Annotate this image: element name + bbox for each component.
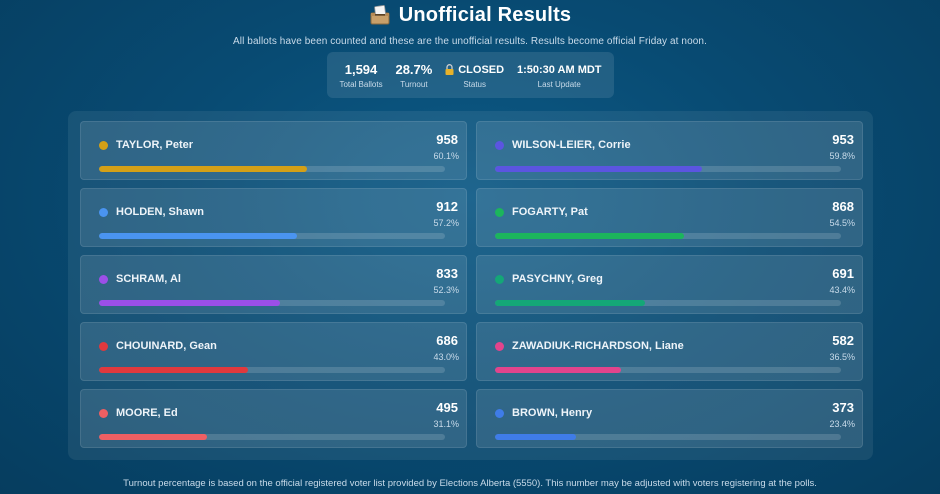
candidate-votes: 958 <box>436 132 458 147</box>
stat-turnout: 28.7% Turnout <box>395 61 432 89</box>
vote-bar-fill <box>495 166 702 172</box>
vote-bar-track <box>495 166 841 172</box>
candidate-color-dot <box>495 342 504 351</box>
vote-bar-track <box>495 434 841 440</box>
vote-bar-fill <box>495 367 622 373</box>
candidate-percent: 43.4% <box>829 285 855 295</box>
candidate-votes: 953 <box>832 132 854 147</box>
results-panel: TAYLOR, Peter 958 60.1% WILSON-LEIER, Co… <box>68 111 873 460</box>
title-row: Unofficial Results <box>0 3 940 27</box>
footer-note: Turnout percentage is based on the offic… <box>123 478 817 489</box>
lock-icon <box>445 64 454 75</box>
candidate-card: ZAWADIUK-RICHARDSON, Liane 582 36.5% <box>476 322 863 381</box>
vote-bar-fill <box>495 233 684 239</box>
candidate-color-dot <box>99 342 108 351</box>
turnout-label: Turnout <box>400 80 428 89</box>
candidate-votes: 686 <box>436 333 458 348</box>
candidate-votes: 691 <box>832 266 854 281</box>
candidate-percent: 52.3% <box>433 285 459 295</box>
candidate-card: HOLDEN, Shawn 912 57.2% <box>80 188 467 247</box>
candidate-name: MOORE, Ed <box>116 407 178 419</box>
vote-bar-fill <box>99 300 280 306</box>
candidate-color-dot <box>495 409 504 418</box>
vote-bar-track <box>495 367 841 373</box>
vote-bar-track <box>495 233 841 239</box>
candidate-name: TAYLOR, Peter <box>116 139 194 151</box>
total-ballots-value: 1,594 <box>344 62 378 77</box>
candidate-card: FOGARTY, Pat 868 54.5% <box>476 188 863 247</box>
candidate-votes: 582 <box>832 333 854 348</box>
page-header: Unofficial Results All ballots have been… <box>0 3 940 48</box>
candidate-votes: 868 <box>832 199 854 214</box>
candidate-name: FOGARTY, Pat <box>512 206 588 218</box>
candidate-color-dot <box>99 141 108 150</box>
candidate-percent: 59.8% <box>829 151 855 161</box>
candidate-color-dot <box>495 275 504 284</box>
candidate-card: PASYCHNY, Greg 691 43.4% <box>476 255 863 314</box>
candidate-percent: 31.1% <box>433 419 459 429</box>
total-ballots-label: Total Ballots <box>339 80 383 89</box>
vote-bar-fill <box>99 434 207 440</box>
candidate-percent: 60.1% <box>433 151 459 161</box>
candidate-name: PASYCHNY, Greg <box>512 273 603 285</box>
candidate-card: MOORE, Ed 495 31.1% <box>80 389 467 448</box>
status-label: Status <box>463 80 486 89</box>
vote-bar-track <box>99 434 445 440</box>
vote-bar-track <box>99 367 445 373</box>
vote-bar-track <box>495 300 841 306</box>
candidate-percent: 36.5% <box>829 352 855 362</box>
status-value: CLOSED <box>458 63 505 76</box>
candidate-card: CHOUINARD, Gean 686 43.0% <box>80 322 467 381</box>
stats-bar: 1,594 Total Ballots 28.7% Turnout CLOSED… <box>327 52 614 98</box>
candidate-votes: 912 <box>436 199 458 214</box>
stat-total-ballots: 1,594 Total Ballots <box>339 61 382 89</box>
page-subtitle: All ballots have been counted and these … <box>233 36 707 47</box>
candidate-card: TAYLOR, Peter 958 60.1% <box>80 121 467 180</box>
candidate-color-dot <box>495 141 504 150</box>
ballot-box-icon <box>369 4 391 26</box>
candidate-card: BROWN, Henry 373 23.4% <box>476 389 863 448</box>
stat-status: CLOSED Status <box>445 61 504 89</box>
candidate-percent: 23.4% <box>829 419 855 429</box>
candidate-votes: 495 <box>436 400 458 415</box>
last-update-value: 1:50:30 AM MDT <box>516 63 602 76</box>
candidate-color-dot <box>99 409 108 418</box>
candidate-name: CHOUINARD, Gean <box>116 340 217 352</box>
candidate-color-dot <box>99 208 108 217</box>
candidate-name: ZAWADIUK-RICHARDSON, Liane <box>512 340 684 352</box>
candidate-card: SCHRAM, Al 833 52.3% <box>80 255 467 314</box>
candidate-name: WILSON-LEIER, Corrie <box>512 139 631 151</box>
vote-bar-fill <box>99 367 248 373</box>
candidate-color-dot <box>495 208 504 217</box>
candidate-percent: 54.5% <box>829 218 855 228</box>
status-value-row: CLOSED <box>445 61 504 78</box>
page-title: Unofficial Results <box>398 3 572 26</box>
stat-last-update: 1:50:30 AM MDT Last Update <box>516 61 602 90</box>
candidate-percent: 43.0% <box>433 352 459 362</box>
vote-bar-fill <box>99 166 307 172</box>
turnout-value: 28.7% <box>395 62 433 77</box>
candidate-color-dot <box>99 275 108 284</box>
vote-bar-track <box>99 166 445 172</box>
vote-bar-track <box>99 300 445 306</box>
vote-bar-fill <box>99 233 297 239</box>
candidate-percent: 57.2% <box>433 218 459 228</box>
vote-bar-fill <box>495 434 576 440</box>
candidate-votes: 373 <box>832 400 854 415</box>
candidate-name: BROWN, Henry <box>512 407 593 419</box>
candidate-name: SCHRAM, Al <box>116 273 181 285</box>
candidate-votes: 833 <box>436 266 458 281</box>
candidate-name: HOLDEN, Shawn <box>116 206 205 218</box>
vote-bar-fill <box>495 300 646 306</box>
last-update-label: Last Update <box>537 80 581 89</box>
vote-bar-track <box>99 233 445 239</box>
candidate-card: WILSON-LEIER, Corrie 953 59.8% <box>476 121 863 180</box>
